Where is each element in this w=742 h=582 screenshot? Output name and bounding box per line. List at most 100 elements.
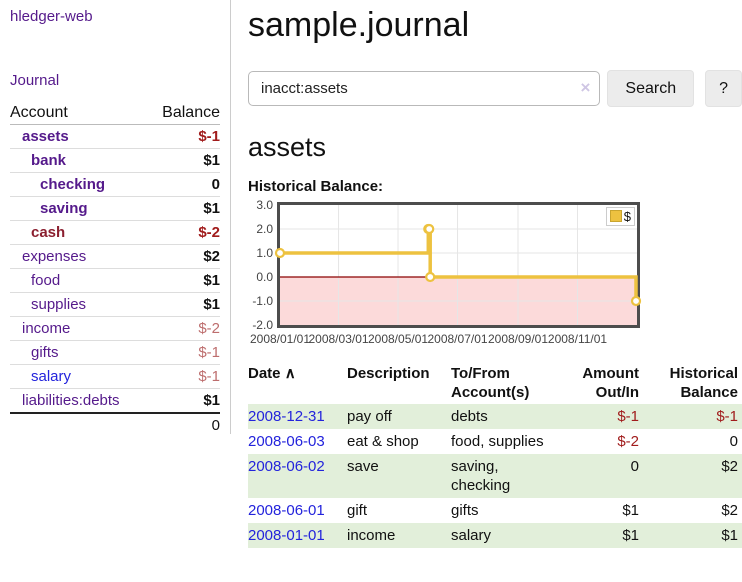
x-axis-tick-label: 2008/05/01 xyxy=(367,331,429,346)
date-cell: 2008-06-03 xyxy=(248,429,347,454)
account-heading: assets xyxy=(248,132,327,163)
brand-link[interactable]: hledger-web xyxy=(10,8,93,25)
register-row: 2008-12-31 pay off debts $-1 $-1 xyxy=(248,403,742,429)
data-point-marker xyxy=(274,247,286,258)
data-point-marker xyxy=(630,295,642,306)
account-link[interactable]: bank xyxy=(31,152,67,169)
account-balance: $-2 xyxy=(147,220,220,245)
account-link[interactable]: gifts xyxy=(31,344,59,361)
account-link[interactable]: expenses xyxy=(22,248,87,265)
description-cell: save xyxy=(347,457,379,475)
search-input[interactable] xyxy=(248,71,601,107)
chart-title: Historical Balance: xyxy=(248,177,384,195)
account-cell: cash xyxy=(10,220,148,245)
account-balance: $-1 xyxy=(147,124,220,149)
balance-cell: $2 xyxy=(721,501,738,519)
account-cell: salary xyxy=(10,364,148,389)
x-axis-tick-label: 2008/09/01 xyxy=(487,331,549,346)
account-link[interactable]: checking xyxy=(40,176,106,193)
legend-label: $ xyxy=(623,208,631,224)
account-link[interactable]: salary xyxy=(31,368,72,385)
balance-cell: $1 xyxy=(721,526,738,544)
amount-column-header: Amount Out/In xyxy=(582,364,639,401)
data-point-marker xyxy=(424,223,435,234)
account-row: income $-2 xyxy=(10,316,220,341)
clear-search-icon[interactable]: × xyxy=(580,78,591,98)
chart-legend: $ xyxy=(605,206,635,226)
transaction-date-link[interactable]: 2008-06-01 xyxy=(248,501,325,519)
main-content: sample.journal × Search ? assets Histori… xyxy=(248,0,742,548)
account-cell: checking xyxy=(10,172,148,197)
balance-column-header: Historical Balance xyxy=(669,364,738,401)
accounts-total-balance: 0 xyxy=(147,412,220,437)
account-cell: liabilities:debts xyxy=(10,388,148,414)
account-row: salary $-1 xyxy=(10,364,220,389)
help-button[interactable]: ? xyxy=(705,70,742,108)
account-balance: $1 xyxy=(147,292,220,317)
description-cell: pay off xyxy=(347,407,392,425)
account-cell: food xyxy=(10,268,148,293)
page-title: sample.journal xyxy=(248,6,470,44)
description-cell: income xyxy=(347,526,396,544)
transaction-date-link[interactable]: 2008-12-31 xyxy=(248,407,325,425)
account-row: supplies $1 xyxy=(10,292,220,317)
y-axis-tick-label: 1.0 xyxy=(256,245,273,260)
description-cell: eat & shop xyxy=(347,432,419,450)
transaction-date-link[interactable]: 2008-06-03 xyxy=(248,432,325,450)
account-balance: $1 xyxy=(147,196,220,221)
account-link[interactable]: supplies xyxy=(31,296,87,313)
x-axis-tick-label: 2008/07/01 xyxy=(427,331,488,346)
amount-cell: $-2 xyxy=(617,432,639,450)
journal-nav-link[interactable]: Journal xyxy=(10,72,60,89)
accounts-cell: gifts xyxy=(451,501,479,519)
transaction-date-link[interactable]: 2008-01-01 xyxy=(248,526,325,544)
account-row: assets $-1 xyxy=(10,124,220,149)
date-cell: 2008-06-02 xyxy=(248,454,347,498)
account-cell: assets xyxy=(10,124,148,149)
x-axis-tick-label: 2008/03/01 xyxy=(308,331,369,346)
account-balance: $-1 xyxy=(147,340,220,365)
search-button[interactable]: Search xyxy=(607,70,695,108)
account-cell: expenses xyxy=(10,244,148,269)
amount-cell: $1 xyxy=(622,501,639,519)
transaction-date-link[interactable]: 2008-06-02 xyxy=(248,457,325,475)
account-balance: $-2 xyxy=(147,316,220,341)
date-cell: 2008-01-01 xyxy=(248,523,347,548)
balance-column-header: Balance xyxy=(147,102,220,125)
register-header-row: Date ∧ Description To/From Account(s) Am… xyxy=(248,362,742,404)
account-link[interactable]: saving xyxy=(40,200,88,217)
account-link[interactable]: liabilities:debts xyxy=(22,392,120,409)
chart-canvas xyxy=(274,204,642,325)
account-link[interactable]: cash xyxy=(31,224,66,241)
account-balance: $1 xyxy=(147,388,220,414)
account-link[interactable]: food xyxy=(31,272,61,289)
account-cell: income xyxy=(10,316,148,341)
account-row: saving $1 xyxy=(10,196,220,221)
account-link[interactable]: income xyxy=(22,320,71,337)
series-swatch-icon xyxy=(609,210,622,223)
account-link[interactable]: assets xyxy=(22,128,69,145)
accounts-column-header: To/From Account(s) xyxy=(451,364,530,401)
account-balance: $2 xyxy=(147,244,220,269)
register-row: 2008-01-01 income salary $1 $1 xyxy=(248,522,742,548)
description-column-header: Description xyxy=(347,364,430,382)
account-balance: $1 xyxy=(147,148,220,173)
date-column-header[interactable]: Date ∧ xyxy=(248,364,296,382)
accounts-header-row: Account Balance xyxy=(10,102,220,125)
sort-asc-icon: ∧ xyxy=(284,364,296,382)
account-row: checking 0 xyxy=(10,172,220,197)
y-axis-tick-label: 3.0 xyxy=(256,197,273,212)
account-cell: bank xyxy=(10,148,148,173)
balance-cell: $-1 xyxy=(716,407,738,425)
account-balance: $1 xyxy=(147,268,220,293)
account-cell: supplies xyxy=(10,292,148,317)
account-column-header: Account xyxy=(10,102,148,125)
y-axis-tick-label: 2.0 xyxy=(256,221,273,236)
data-point-marker xyxy=(425,271,436,282)
account-row: cash $-2 xyxy=(10,220,220,245)
accounts-cell: salary xyxy=(451,526,492,544)
register-row: 2008-06-03 eat & shop food, supplies $-2 0 xyxy=(248,429,742,454)
date-cell: 2008-06-01 xyxy=(248,498,347,523)
account-row: expenses $2 xyxy=(10,244,220,269)
